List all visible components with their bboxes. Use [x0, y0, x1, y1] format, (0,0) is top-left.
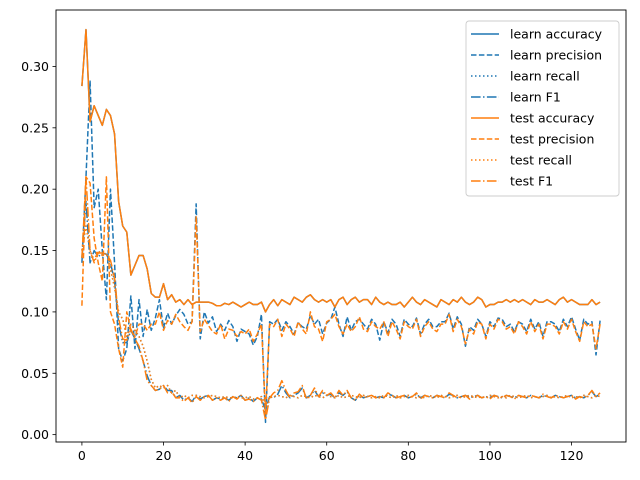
series-line-learn-precision [81, 80, 601, 424]
x-tick-label: 120 [560, 448, 584, 463]
y-tick-label: 0.30 [21, 59, 49, 74]
y-tick-label: 0.25 [21, 120, 49, 135]
series-line-test-recall [81, 225, 601, 406]
series-line-learn-f1 [81, 200, 601, 411]
axes-frame [55, 9, 627, 443]
y-tick-label: 0.15 [21, 243, 49, 258]
x-tick-label: 80 [400, 448, 416, 463]
legend-label-learn-recall: learn recall [510, 69, 580, 84]
legend-label-learn-f1: learn F1 [510, 90, 561, 105]
x-tick-label: 20 [156, 448, 172, 463]
legend-label-test-recall: test recall [510, 153, 572, 168]
x-tick-label: 100 [478, 448, 502, 463]
y-tick-label: 0.10 [21, 304, 49, 319]
x-tick-label: 0 [78, 448, 86, 463]
legend-label-test-f1: test F1 [510, 174, 553, 189]
legend-label-learn-precision: learn precision [510, 48, 602, 63]
legend-box [465, 20, 620, 197]
plot-area [81, 28, 601, 424]
legend: learn accuracy learn precision learn recal… [465, 20, 620, 197]
y-tick-label: 0.05 [21, 366, 49, 381]
x-tick-label: 40 [237, 448, 253, 463]
series-line-test-accuracy [81, 28, 601, 313]
y-tick-label: 0.00 [21, 427, 49, 442]
legend-label-test-accuracy: test accuracy [510, 111, 595, 126]
y-tick-label: 0.20 [21, 182, 49, 197]
series-line-test-precision [81, 176, 601, 415]
legend-label-learn-accuracy: learn accuracy [510, 27, 603, 42]
x-tick-label: 60 [319, 448, 335, 463]
series-line-test-f1 [81, 176, 601, 421]
x-axis: 0 20 40 60 80 100 120 [78, 442, 584, 463]
y-axis: 0.00 0.05 0.10 0.15 0.20 0.25 0.30 [21, 59, 56, 442]
legend-label-test-precision: test precision [510, 132, 594, 147]
